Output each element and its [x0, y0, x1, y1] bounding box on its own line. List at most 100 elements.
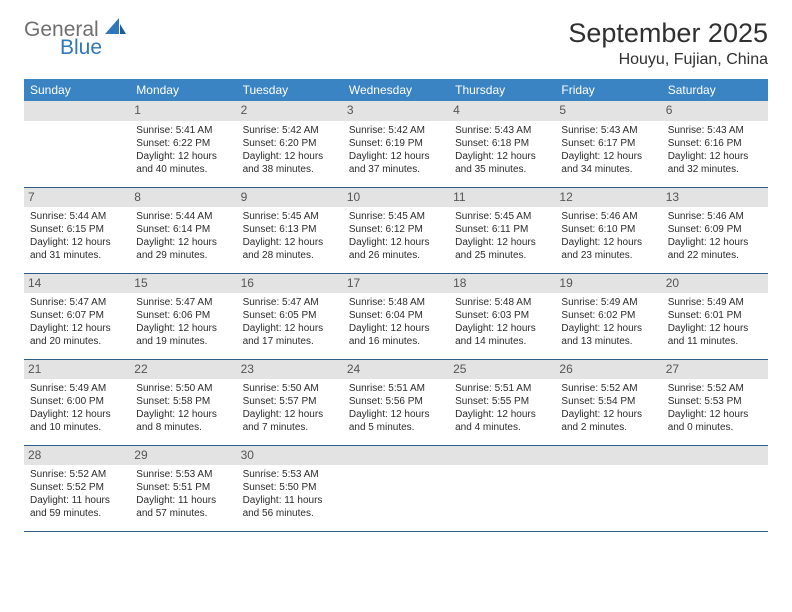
daylight-text: Daylight: 12 hours and 34 minutes.: [561, 150, 655, 176]
sunset-text: Sunset: 6:14 PM: [136, 223, 230, 236]
logo-text: General Blue: [24, 18, 127, 60]
dayhead-sun: Sunday: [24, 79, 130, 101]
day-number: 16: [237, 274, 343, 294]
day-number: 17: [343, 274, 449, 294]
sunrise-text: Sunrise: 5:50 AM: [136, 382, 230, 395]
day-number: 13: [662, 188, 768, 208]
daylight-text: Daylight: 11 hours and 59 minutes.: [30, 494, 124, 520]
day-number: [343, 446, 449, 466]
daylight-text: Daylight: 12 hours and 31 minutes.: [30, 236, 124, 262]
day-cell: 6Sunrise: 5:43 AMSunset: 6:16 PMDaylight…: [662, 101, 768, 187]
daylight-text: Daylight: 12 hours and 4 minutes.: [455, 408, 549, 434]
sunrise-text: Sunrise: 5:52 AM: [561, 382, 655, 395]
day-cell: 11Sunrise: 5:45 AMSunset: 6:11 PMDayligh…: [449, 187, 555, 273]
daylight-text: Daylight: 12 hours and 26 minutes.: [349, 236, 443, 262]
day-cell: 30Sunrise: 5:53 AMSunset: 5:50 PMDayligh…: [237, 445, 343, 531]
day-number: 10: [343, 188, 449, 208]
daylight-text: Daylight: 12 hours and 5 minutes.: [349, 408, 443, 434]
day-cell: 22Sunrise: 5:50 AMSunset: 5:58 PMDayligh…: [130, 359, 236, 445]
sunrise-text: Sunrise: 5:49 AM: [668, 296, 762, 309]
day-number: 20: [662, 274, 768, 294]
day-number: 26: [555, 360, 661, 380]
day-number: 14: [24, 274, 130, 294]
day-number: 19: [555, 274, 661, 294]
sunset-text: Sunset: 6:09 PM: [668, 223, 762, 236]
dayhead-sat: Saturday: [662, 79, 768, 101]
sunrise-text: Sunrise: 5:51 AM: [349, 382, 443, 395]
daylight-text: Daylight: 12 hours and 35 minutes.: [455, 150, 549, 176]
sunset-text: Sunset: 5:52 PM: [30, 481, 124, 494]
sunset-text: Sunset: 6:13 PM: [243, 223, 337, 236]
daylight-text: Daylight: 12 hours and 19 minutes.: [136, 322, 230, 348]
sunrise-text: Sunrise: 5:45 AM: [349, 210, 443, 223]
sunset-text: Sunset: 6:03 PM: [455, 309, 549, 322]
daylight-text: Daylight: 11 hours and 56 minutes.: [243, 494, 337, 520]
sunset-text: Sunset: 6:02 PM: [561, 309, 655, 322]
day-cell: 13 Sunrise: 5:46 AMSunset: 6:09 PMDayligh…: [662, 187, 768, 273]
day-cell: 8Sunrise: 5:44 AMSunset: 6:14 PMDaylight…: [130, 187, 236, 273]
day-cell: 5Sunrise: 5:43 AMSunset: 6:17 PMDaylight…: [555, 101, 661, 187]
sunset-text: Sunset: 5:53 PM: [668, 395, 762, 408]
daylight-text: Daylight: 12 hours and 22 minutes.: [668, 236, 762, 262]
sunrise-text: Sunrise: 5:46 AM: [668, 210, 762, 223]
day-cell: 27Sunrise: 5:52 AMSunset: 5:53 PMDayligh…: [662, 359, 768, 445]
day-cell: 24Sunrise: 5:51 AMSunset: 5:56 PMDayligh…: [343, 359, 449, 445]
day-cell: 28Sunrise: 5:52 AMSunset: 5:52 PMDayligh…: [24, 445, 130, 531]
day-cell: [662, 445, 768, 531]
daylight-text: Daylight: 12 hours and 14 minutes.: [455, 322, 549, 348]
day-cell: 15Sunrise: 5:47 AMSunset: 6:06 PMDayligh…: [130, 273, 236, 359]
day-number: 15: [130, 274, 236, 294]
sunset-text: Sunset: 6:19 PM: [349, 137, 443, 150]
day-number: 5: [555, 101, 661, 121]
daylight-text: Daylight: 12 hours and 38 minutes.: [243, 150, 337, 176]
day-cell: 9Sunrise: 5:45 AMSunset: 6:13 PMDaylight…: [237, 187, 343, 273]
sunrise-text: Sunrise: 5:53 AM: [243, 468, 337, 481]
sunset-text: Sunset: 6:10 PM: [561, 223, 655, 236]
sunset-text: Sunset: 6:04 PM: [349, 309, 443, 322]
logo: General Blue: [24, 18, 127, 60]
day-cell: 7Sunrise: 5:44 AMSunset: 6:15 PMDaylight…: [24, 187, 130, 273]
sunset-text: Sunset: 6:12 PM: [349, 223, 443, 236]
daylight-text: Daylight: 12 hours and 17 minutes.: [243, 322, 337, 348]
sunrise-text: Sunrise: 5:45 AM: [455, 210, 549, 223]
day-cell: [449, 445, 555, 531]
sunset-text: Sunset: 5:55 PM: [455, 395, 549, 408]
day-cell: 17Sunrise: 5:48 AMSunset: 6:04 PMDayligh…: [343, 273, 449, 359]
sunrise-text: Sunrise: 5:46 AM: [561, 210, 655, 223]
week-row: 7Sunrise: 5:44 AMSunset: 6:15 PMDaylight…: [24, 187, 768, 273]
sunrise-text: Sunrise: 5:43 AM: [455, 124, 549, 137]
day-number: 4: [449, 101, 555, 121]
day-cell: [24, 101, 130, 187]
day-header-row: Sunday Monday Tuesday Wednesday Thursday…: [24, 79, 768, 101]
sunset-text: Sunset: 6:06 PM: [136, 309, 230, 322]
day-cell: [555, 445, 661, 531]
sunset-text: Sunset: 6:22 PM: [136, 137, 230, 150]
sunrise-text: Sunrise: 5:45 AM: [243, 210, 337, 223]
day-number: 7: [24, 188, 130, 208]
day-number: 28: [24, 446, 130, 466]
sunset-text: Sunset: 5:54 PM: [561, 395, 655, 408]
daylight-text: Daylight: 12 hours and 10 minutes.: [30, 408, 124, 434]
day-number: 3: [343, 101, 449, 121]
day-number: 21: [24, 360, 130, 380]
day-number: 9: [237, 188, 343, 208]
dayhead-fri: Friday: [555, 79, 661, 101]
sunrise-text: Sunrise: 5:48 AM: [349, 296, 443, 309]
dayhead-mon: Monday: [130, 79, 236, 101]
sunrise-text: Sunrise: 5:51 AM: [455, 382, 549, 395]
daylight-text: Daylight: 12 hours and 11 minutes.: [668, 322, 762, 348]
sunrise-text: Sunrise: 5:43 AM: [561, 124, 655, 137]
daylight-text: Daylight: 12 hours and 29 minutes.: [136, 236, 230, 262]
day-cell: 25 Sunrise: 5:51 AMSunset: 5:55 PMDayligh…: [449, 359, 555, 445]
sunset-text: Sunset: 5:50 PM: [243, 481, 337, 494]
sunrise-text: Sunrise: 5:48 AM: [455, 296, 549, 309]
day-number: 24: [343, 360, 449, 380]
week-row: 1Sunrise: 5:41 AMSunset: 6:22 PMDaylight…: [24, 101, 768, 187]
day-number: 25: [449, 360, 555, 380]
day-number: 12: [555, 188, 661, 208]
day-cell: 21Sunrise: 5:49 AMSunset: 6:00 PMDayligh…: [24, 359, 130, 445]
sunrise-text: Sunrise: 5:42 AM: [349, 124, 443, 137]
day-number: 8: [130, 188, 236, 208]
week-row: 14Sunrise: 5:47 AMSunset: 6:07 PMDayligh…: [24, 273, 768, 359]
daylight-text: Daylight: 12 hours and 23 minutes.: [561, 236, 655, 262]
